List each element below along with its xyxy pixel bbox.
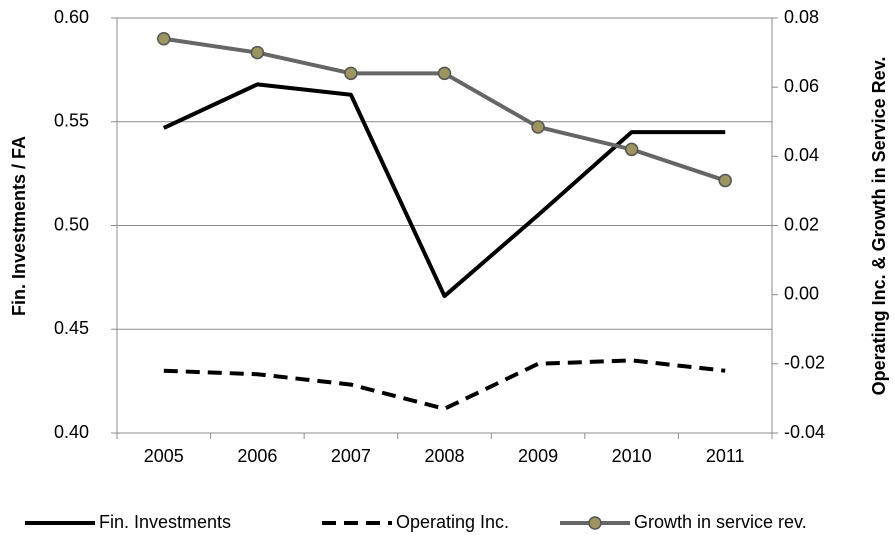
- y2-tick-label: -0.04: [784, 422, 825, 442]
- y2-axis-title: Operating Inc. & Growth in Service Rev.: [869, 57, 889, 396]
- x-tick-label: 2006: [237, 446, 277, 466]
- y2-tick-label: 0.04: [784, 145, 819, 165]
- series-marker: [624, 142, 639, 157]
- y-tick-label: 0.40: [54, 422, 89, 442]
- y-axis-title: Fin. Investments / FA: [9, 136, 29, 316]
- y2-tick-label: 0.08: [784, 7, 819, 27]
- x-tick-label: 2008: [424, 446, 464, 466]
- x-tick-label: 2007: [331, 446, 371, 466]
- x-tick-label: 2011: [706, 446, 745, 466]
- x-tick-label: 2005: [144, 446, 184, 466]
- series-marker: [437, 66, 452, 81]
- series-line: [162, 82, 726, 299]
- series-marker: [250, 45, 265, 60]
- y2-tick-label: 0.00: [784, 283, 819, 303]
- y2-tick-label: 0.02: [784, 214, 819, 234]
- legend-marker: [588, 516, 602, 530]
- x-tick-label: 2010: [612, 446, 652, 466]
- series-marker: [718, 173, 732, 188]
- y-tick-label: 0.55: [54, 111, 89, 131]
- series-marker: [531, 120, 545, 134]
- y-tick-label: 0.60: [54, 7, 89, 27]
- legend-label: Operating Inc.: [396, 512, 509, 532]
- series-line: [163, 358, 726, 411]
- series-marker: [344, 66, 358, 81]
- y2-tick-label: -0.02: [784, 353, 825, 373]
- y-tick-label: 0.45: [54, 318, 89, 338]
- series-marker: [157, 32, 171, 46]
- x-tick-label: 2009: [518, 446, 558, 466]
- legend-label: Growth in service rev.: [634, 512, 807, 532]
- series-line: [163, 36, 726, 183]
- y-tick-label: 0.50: [54, 214, 89, 234]
- legend-label: Fin. Investments: [99, 512, 231, 532]
- y2-tick-label: 0.06: [784, 76, 819, 96]
